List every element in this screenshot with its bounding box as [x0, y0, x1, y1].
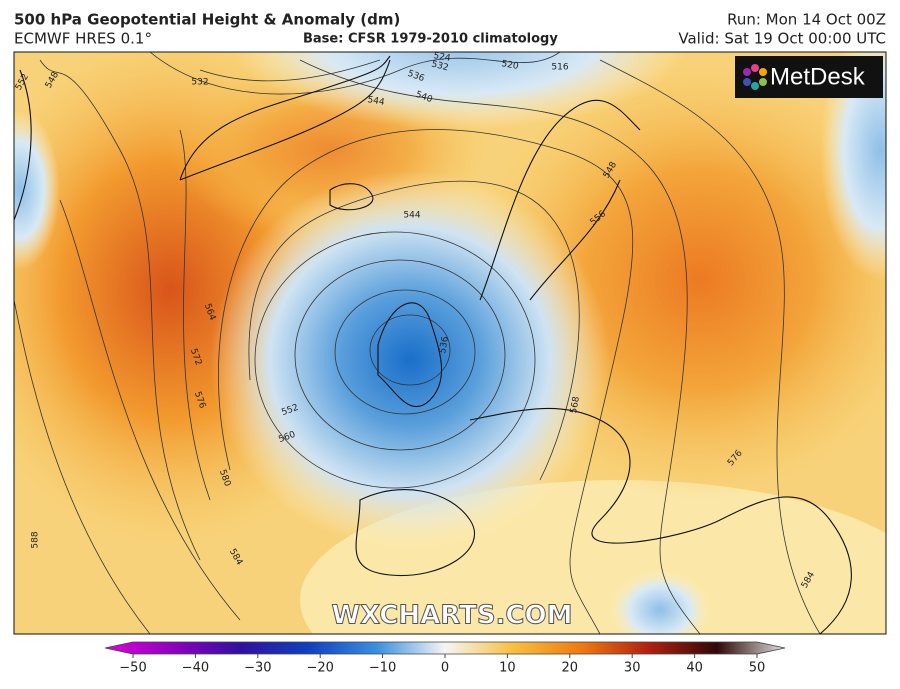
colorbar-tick-label: 0	[441, 661, 449, 676]
colorbar-tick-label: −50	[119, 661, 146, 676]
run: Run: Mon 14 Oct 00Z	[727, 11, 886, 29]
colorbar: −50 −40 −30 −20 −10 0 10 20 30 40 50	[104, 641, 786, 676]
contour-label: 588	[31, 531, 41, 548]
colorbar-tick-label: 30	[624, 661, 641, 676]
model: ECMWF HRES 0.1°	[14, 30, 152, 48]
logo-text: MetDesk	[770, 63, 866, 90]
valid: Valid: Sat 19 Oct 00:00 UTC	[678, 30, 886, 48]
contour-label: 532	[191, 78, 208, 88]
logo: MetDesk	[735, 56, 883, 98]
anomaly-area	[14, 110, 60, 270]
contour-label: 532	[430, 59, 449, 73]
colorbar-bar	[104, 641, 786, 655]
contour-label: 524	[433, 51, 452, 64]
title: 500 hPa Geopotential Height & Anomaly (d…	[14, 11, 400, 29]
coastlines	[14, 55, 852, 634]
contour-label: 544	[403, 211, 420, 221]
anomaly-area	[232, 52, 688, 130]
contours	[14, 52, 821, 634]
watermark: WXCHARTS.COM	[331, 601, 572, 631]
colorbar-tick-label: 20	[562, 661, 579, 676]
anomaly-area	[610, 570, 710, 634]
colorbar-tick-label: −20	[306, 661, 333, 676]
colorbar-tick-label: −10	[369, 661, 396, 676]
colorbar-tick-label: 10	[499, 661, 516, 676]
colorbar-tick-label: −30	[244, 661, 271, 676]
contour-label: 536	[438, 335, 451, 354]
anomaly-area	[210, 170, 610, 550]
base: Base: CFSR 1979-2010 climatology	[303, 32, 558, 47]
contour-label: 568	[569, 395, 582, 414]
contour-label: 520	[501, 59, 520, 72]
anomaly-area	[820, 52, 886, 280]
contour-label: 544	[367, 95, 386, 108]
contour-label: 516	[551, 63, 568, 73]
map-frame	[13, 51, 887, 635]
colorbar-tick-label: −40	[182, 661, 209, 676]
colorbar-tick-label: 50	[749, 661, 766, 676]
colorbar-tick-label: 40	[686, 661, 703, 676]
